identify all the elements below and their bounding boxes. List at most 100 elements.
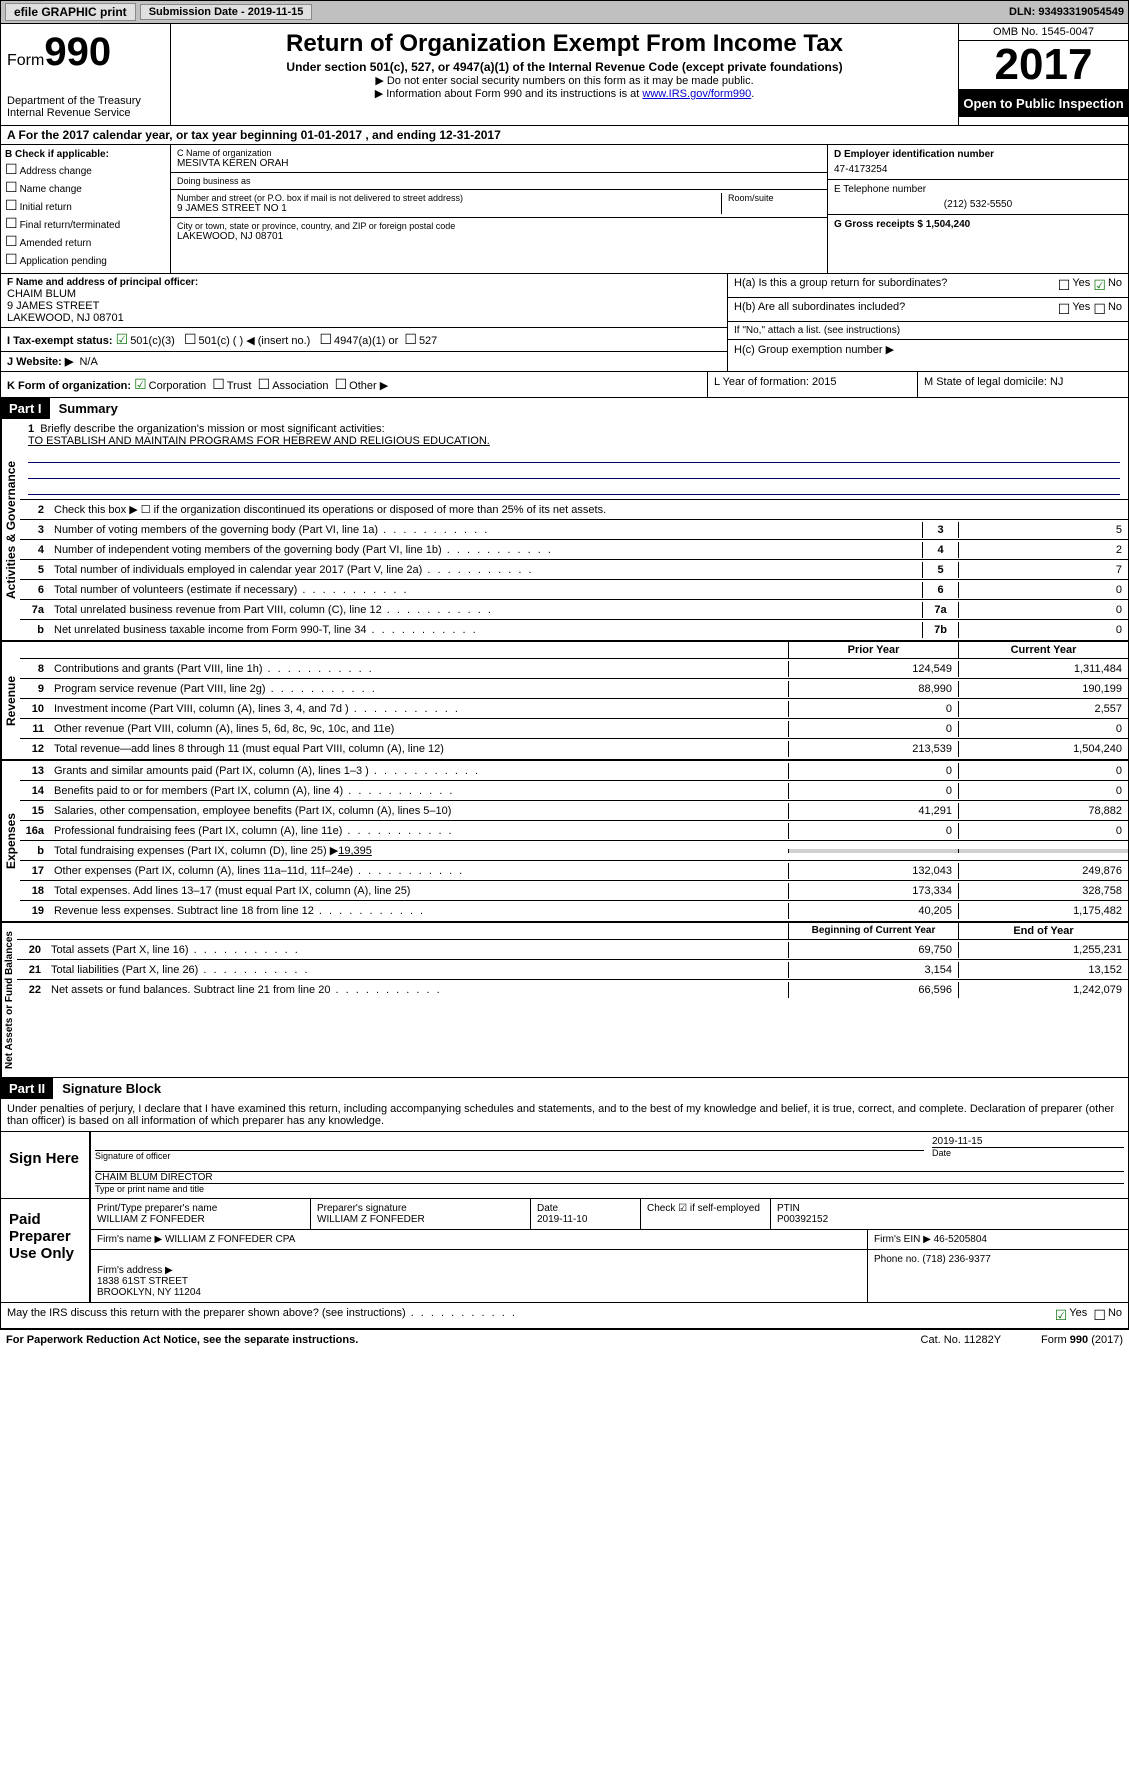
prep-date-label: Date — [537, 1203, 634, 1214]
ptin-label: PTIN — [777, 1203, 1122, 1214]
sidebar-net-assets: Net Assets or Fund Balances — [1, 923, 17, 1077]
p22: 66,596 — [788, 982, 958, 998]
ein-label: D Employer identification number — [834, 149, 1122, 160]
prep-sig: WILLIAM Z FONFEDER — [317, 1214, 524, 1225]
sig-date-value: 2019-11-15 — [932, 1136, 1124, 1147]
gross-receipts: G Gross receipts $ 1,504,240 — [834, 219, 1122, 230]
officer-group-grid: F Name and address of principal officer:… — [0, 274, 1129, 372]
box-f-officer: F Name and address of principal officer:… — [1, 274, 728, 371]
h-b-no[interactable] — [1093, 301, 1108, 318]
tax-period: A For the 2017 calendar year, or tax yea… — [0, 126, 1129, 145]
box-b-checkboxes: B Check if applicable: Address change Na… — [1, 145, 171, 273]
irs-link[interactable]: www.IRS.gov/form990 — [642, 88, 751, 100]
officer-name: CHAIM BLUM — [7, 288, 721, 300]
line-22: Net assets or fund balances. Subtract li… — [47, 982, 788, 998]
p11: 0 — [788, 721, 958, 737]
line-18: Total expenses. Add lines 13–17 (must eq… — [50, 883, 788, 899]
check-name-change[interactable]: Name change — [5, 179, 166, 196]
check-501c[interactable] — [184, 335, 199, 347]
check-corp[interactable] — [134, 380, 149, 392]
line-8: Contributions and grants (Part VIII, lin… — [50, 661, 788, 677]
discuss-no[interactable] — [1093, 1307, 1108, 1324]
check-trust[interactable] — [212, 380, 227, 392]
efile-print-button[interactable]: efile GRAPHIC print — [5, 3, 136, 21]
year-box: OMB No. 1545-0047 2017 Open to Public In… — [958, 24, 1128, 125]
check-527[interactable] — [404, 335, 419, 347]
omb-number: OMB No. 1545-0047 — [959, 24, 1128, 41]
p19: 40,205 — [788, 903, 958, 919]
check-final-return[interactable]: Final return/terminated — [5, 215, 166, 232]
self-employed-check[interactable]: Check ☑ if self-employed — [641, 1199, 771, 1229]
h-b-yes[interactable] — [1058, 301, 1073, 318]
discuss-yes[interactable] — [1055, 1307, 1070, 1324]
firm-phone-label: Phone no. — [874, 1254, 920, 1265]
line-15: Salaries, other compensation, employee b… — [50, 803, 788, 819]
line-16a: Professional fundraising fees (Part IX, … — [50, 823, 788, 839]
p9: 88,990 — [788, 681, 958, 697]
paid-preparer-label: Paid Preparer Use Only — [1, 1199, 91, 1302]
line-21: Total liabilities (Part X, line 26) — [47, 962, 788, 978]
form-id-box: Form990 Department of the Treasury Inter… — [1, 24, 171, 125]
sidebar-revenue: Revenue — [1, 642, 20, 759]
prep-name: WILLIAM Z FONFEDER — [97, 1214, 304, 1225]
part-2-badge: Part II — [1, 1078, 53, 1099]
k-l-m-row: K Form of organization: Corporation Trus… — [0, 372, 1129, 398]
officer-addr2: LAKEWOOD, NJ 08701 — [7, 312, 721, 324]
p16b — [788, 849, 958, 853]
city-label: City or town, state or province, country… — [177, 221, 821, 231]
box-j-website: J Website: ▶ N/A — [1, 352, 727, 371]
check-amended[interactable]: Amended return — [5, 233, 166, 250]
box-c-org-info: C Name of organization MESIVTA KEREN ORA… — [171, 145, 828, 273]
type-name-label: Type or print name and title — [95, 1183, 1124, 1194]
val-5: 7 — [958, 562, 1128, 578]
p13: 0 — [788, 763, 958, 779]
c12: 1,504,240 — [958, 741, 1128, 757]
line-16b: Total fundraising expenses (Part IX, col… — [50, 842, 788, 859]
form-note-info: ▶ Information about Form 990 and its ins… — [179, 87, 950, 100]
p12: 213,539 — [788, 741, 958, 757]
firm-ein: 46-5205804 — [934, 1234, 987, 1245]
page-footer: For Paperwork Reduction Act Notice, see … — [0, 1329, 1129, 1350]
col-beginning: Beginning of Current Year — [788, 923, 958, 939]
line-12: Total revenue—add lines 8 through 11 (mu… — [50, 741, 788, 757]
c17: 249,876 — [958, 863, 1128, 879]
line-4: Number of independent voting members of … — [50, 542, 922, 558]
line-13: Grants and similar amounts paid (Part IX… — [50, 763, 788, 779]
line-20: Total assets (Part X, line 16) — [47, 942, 788, 958]
line-7b: Net unrelated business taxable income fr… — [50, 622, 922, 638]
c16b — [958, 849, 1128, 853]
city-state-zip: LAKEWOOD, NJ 08701 — [177, 231, 821, 242]
p17: 132,043 — [788, 863, 958, 879]
p20: 69,750 — [788, 942, 958, 958]
c8: 1,311,484 — [958, 661, 1128, 677]
check-501c3[interactable] — [116, 335, 131, 347]
check-application-pending[interactable]: Application pending — [5, 251, 166, 268]
sign-here-label: Sign Here — [1, 1132, 91, 1198]
c21: 13,152 — [958, 962, 1128, 978]
open-inspection: Open to Public Inspection — [959, 90, 1128, 117]
sig-date-label: Date — [932, 1147, 1124, 1158]
sign-here-row: Sign Here Signature of officer 2019-11-1… — [1, 1132, 1128, 1199]
part-1-block: Part I Summary Activities & Governance 1… — [0, 398, 1129, 1078]
p10: 0 — [788, 701, 958, 717]
check-initial-return[interactable]: Initial return — [5, 197, 166, 214]
ptin-value: P00392152 — [777, 1214, 1122, 1225]
check-4947[interactable] — [319, 335, 334, 347]
c11: 0 — [958, 721, 1128, 737]
check-address-change[interactable]: Address change — [5, 161, 166, 178]
ein-value: 47-4173254 — [834, 164, 1122, 175]
check-other[interactable] — [335, 380, 350, 392]
h-a-yes[interactable] — [1058, 277, 1073, 294]
line-19: Revenue less expenses. Subtract line 18 … — [50, 903, 788, 919]
part-1-badge: Part I — [1, 398, 50, 419]
form-note-ssn: ▶ Do not enter social security numbers o… — [179, 74, 950, 87]
line-14: Benefits paid to or for members (Part IX… — [50, 783, 788, 799]
col-prior-year: Prior Year — [788, 642, 958, 658]
p18: 173,334 — [788, 883, 958, 899]
p14: 0 — [788, 783, 958, 799]
check-assoc[interactable] — [258, 380, 273, 392]
col-end: End of Year — [958, 923, 1128, 939]
c20: 1,255,231 — [958, 942, 1128, 958]
val-3: 5 — [958, 522, 1128, 538]
h-a-no[interactable] — [1093, 277, 1108, 294]
